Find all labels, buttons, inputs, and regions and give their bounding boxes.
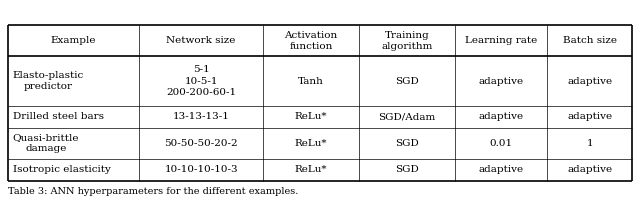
Text: Learning rate: Learning rate — [465, 36, 537, 45]
Text: Isotropic elasticity: Isotropic elasticity — [13, 165, 111, 174]
Text: adaptive: adaptive — [567, 113, 612, 121]
Text: Table 3: ANN hyperparameters for the different examples.: Table 3: ANN hyperparameters for the dif… — [8, 187, 298, 196]
Text: SGD: SGD — [395, 165, 419, 174]
Text: Training
algorithm: Training algorithm — [381, 31, 433, 51]
Text: Quasi-brittle
damage: Quasi-brittle damage — [13, 133, 79, 154]
Text: Activation
function: Activation function — [285, 31, 338, 51]
Text: 5-1
10-5-1
200-200-60-1: 5-1 10-5-1 200-200-60-1 — [166, 66, 236, 97]
Text: adaptive: adaptive — [567, 77, 612, 85]
Text: 1: 1 — [586, 139, 593, 148]
Text: 50-50-50-20-2: 50-50-50-20-2 — [164, 139, 238, 148]
Text: 10-10-10-10-3: 10-10-10-10-3 — [164, 165, 238, 174]
Text: SGD: SGD — [395, 139, 419, 148]
Text: ReLu*: ReLu* — [295, 113, 328, 121]
Text: adaptive: adaptive — [479, 77, 524, 85]
Text: adaptive: adaptive — [479, 165, 524, 174]
Text: Elasto-plastic
predictor: Elasto-plastic predictor — [13, 71, 84, 91]
Text: Tanh: Tanh — [298, 77, 324, 85]
Text: Network size: Network size — [166, 36, 236, 45]
Text: adaptive: adaptive — [567, 165, 612, 174]
Text: SGD: SGD — [395, 77, 419, 85]
Text: ReLu*: ReLu* — [295, 139, 328, 148]
Text: adaptive: adaptive — [479, 113, 524, 121]
Text: Example: Example — [51, 36, 96, 45]
Text: Batch size: Batch size — [563, 36, 617, 45]
Text: 13-13-13-1: 13-13-13-1 — [173, 113, 230, 121]
Text: Drilled steel bars: Drilled steel bars — [13, 113, 104, 121]
Text: SGD/Adam: SGD/Adam — [378, 113, 436, 121]
Text: 0.01: 0.01 — [490, 139, 513, 148]
Text: ReLu*: ReLu* — [295, 165, 328, 174]
